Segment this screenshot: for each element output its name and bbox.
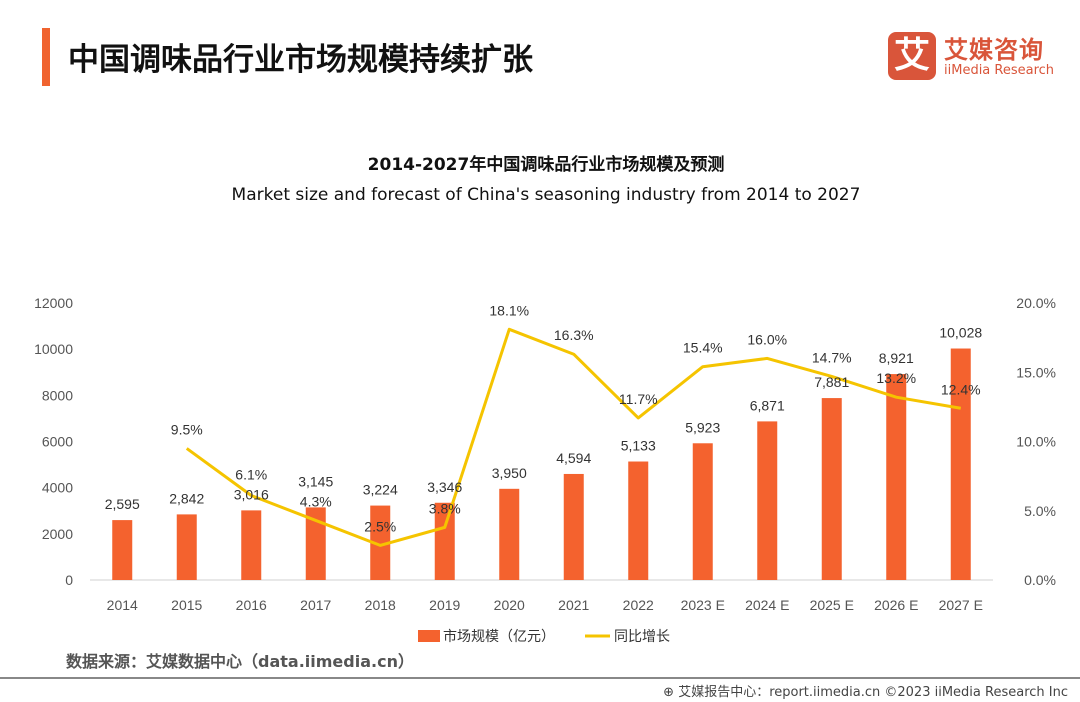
growth-value-label: 18.1% [489,302,529,318]
x-tick-label: 2025 E [810,597,854,613]
x-tick-label: 2022 [623,597,654,613]
y-left-tick-label: 6000 [42,434,73,450]
bar-value-label: 5,923 [685,419,720,435]
y-right-tick-label: 15.0% [1016,364,1056,380]
footer-credit-text: 艾媒报告中心：report.iimedia.cn ©2023 iiMedia R… [678,685,1068,700]
growth-value-label: 16.0% [747,331,787,347]
footer-credit: ⊕ 艾媒报告中心：report.iimedia.cn ©2023 iiMedia… [663,681,1068,700]
logo-text-cn: 艾媒咨询 [944,36,1044,64]
bar-value-label: 3,016 [234,486,269,502]
logo-text-en: iiMedia Research [944,63,1055,78]
bar [692,443,713,580]
iimedia-logo: 艾 艾媒咨询 iiMedia Research [888,30,1068,82]
bar-value-label: 8,921 [879,350,914,366]
growth-line [185,327,962,547]
growth-value-label: 2.5% [364,518,396,534]
logo-mark: 艾 [888,32,936,80]
bar [434,502,455,580]
globe-icon: ⊕ [663,685,679,700]
bar [112,520,133,580]
bar-value-label: 2,595 [105,496,140,512]
x-tick-label: 2023 E [681,597,725,613]
data-source: 数据来源：艾媒数据中心（data.iimedia.cn） [66,652,414,671]
x-tick-label: 2021 [558,597,589,613]
bar [886,374,907,580]
bar-value-label: 6,871 [750,397,785,413]
x-tick-label: 2026 E [874,597,918,613]
x-tick-label: 2015 [171,597,202,613]
bar [757,421,778,580]
x-tick-label: 2014 [107,597,138,613]
growth-value-label: 14.7% [812,349,852,365]
bar-value-label: 5,133 [621,438,656,454]
growth-value-label: 16.3% [554,327,594,343]
y-right-tick-label: 0.0% [1024,572,1056,588]
bar [370,505,391,580]
x-tick-label: 2017 [300,597,331,613]
bar [305,507,326,580]
bar [628,461,649,580]
bar-value-label: 4,594 [556,450,591,466]
y-left-tick-label: 12000 [34,295,73,311]
growth-value-label: 13.2% [876,370,916,386]
y-left-tick-label: 0 [65,572,73,588]
footer-divider [0,677,1080,679]
bar-value-label: 3,346 [427,479,462,495]
title-accent-bar [42,28,50,86]
x-tick-label: 2018 [365,597,396,613]
x-tick-label: 2020 [494,597,525,613]
bar [241,510,262,580]
x-tick-label: 2027 E [939,597,983,613]
y-left-tick-label: 4000 [42,480,73,496]
y-right-tick-label: 20.0% [1016,295,1056,311]
y-right-tick-label: 10.0% [1016,434,1056,450]
x-tick-label: 2016 [236,597,267,613]
chart-title: 2014-2027年中国调味品行业市场规模及预测 [367,155,725,175]
growth-value-label: 3.8% [429,500,461,516]
bar [499,488,520,580]
bar-value-label: 3,224 [363,482,398,498]
bar-value-label: 2,842 [169,490,204,506]
y-left-tick-label: 10000 [34,341,73,357]
bar-value-label: 3,145 [298,473,333,489]
growth-value-label: 11.7% [619,391,658,407]
y-left-tick-label: 2000 [42,526,73,542]
growth-value-label: 15.4% [683,340,723,356]
growth-value-label: 12.4% [941,381,981,397]
bar [821,398,842,580]
y-right-tick-label: 5.0% [1024,503,1056,519]
chart-subtitle: Market size and forecast of China's seas… [231,185,861,205]
bar-value-label: 7,881 [814,374,849,390]
bar-value-label: 3,950 [492,465,527,481]
legend-label-growth: 同比增长 [614,628,670,644]
y-left-tick-label: 8000 [42,387,73,403]
bar [563,473,584,580]
page-title: 中国调味品行业市场规模持续扩张 [68,42,533,78]
bar-value-label: 10,028 [939,325,982,341]
growth-value-label: 4.3% [300,493,332,509]
x-tick-label: 2019 [429,597,460,613]
bar [176,514,197,580]
growth-value-label: 6.1% [235,466,267,482]
legend-label-market-size: 市场规模（亿元） [443,628,555,644]
x-tick-label: 2024 E [745,597,789,613]
legend-swatch-market-size [418,630,440,642]
growth-value-label: 9.5% [171,421,203,437]
